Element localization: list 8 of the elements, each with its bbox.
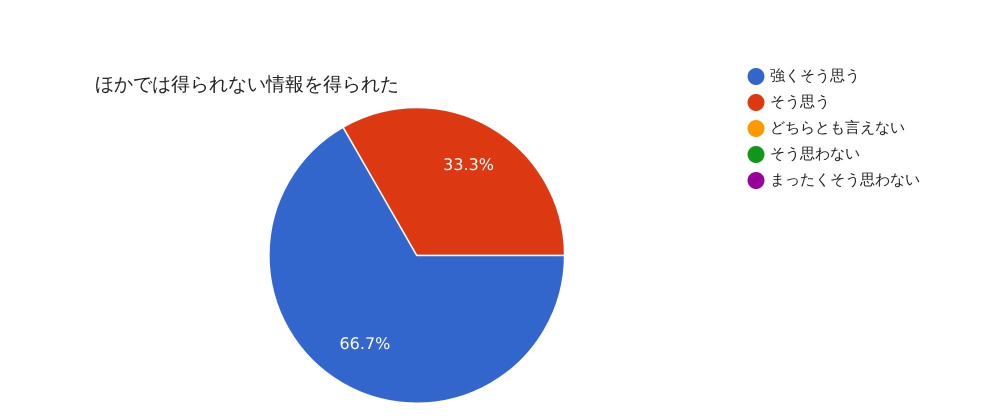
data-label: 33.3%: [443, 154, 494, 174]
legend-label: 強くそう思う: [770, 66, 860, 84]
legend-label: まったくそう思わない: [770, 170, 920, 188]
legend-label: どちらとも言えない: [770, 118, 905, 136]
chart-title: ほかでは得られない情報を得られた: [95, 73, 399, 96]
data-label: 66.7%: [339, 334, 390, 354]
legend-label: そう思わない: [770, 144, 860, 162]
legend-label: そう思う: [770, 92, 830, 110]
